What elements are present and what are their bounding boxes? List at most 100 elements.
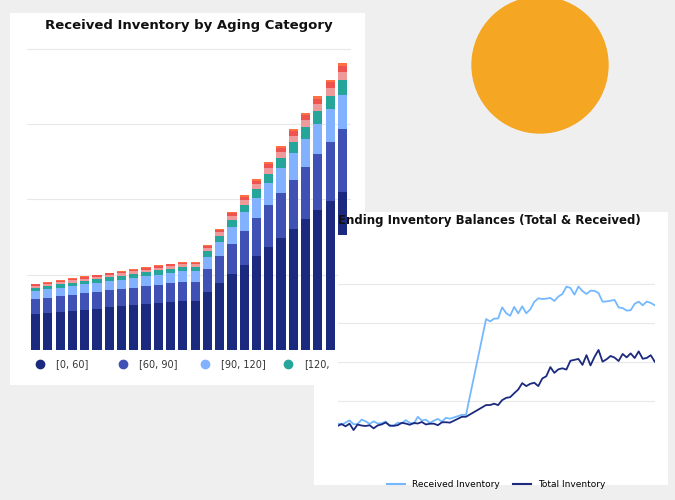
Bar (301, 220, 310, 350)
Bar (190, 302, 200, 350)
Bar (289, 180, 298, 228)
Bar (43, 312, 53, 350)
Bar (252, 180, 261, 184)
Bar (80, 281, 89, 284)
Bar (202, 246, 212, 248)
Bar (277, 168, 286, 192)
Bar (190, 262, 200, 264)
Bar (277, 192, 286, 238)
Bar (166, 302, 176, 350)
Bar (105, 281, 114, 290)
Bar (92, 292, 101, 308)
Bar (55, 280, 65, 281)
Bar (31, 288, 40, 291)
Bar (264, 164, 273, 168)
Bar (129, 274, 138, 278)
Bar (289, 228, 298, 350)
Bar (338, 94, 347, 129)
Bar (227, 216, 236, 220)
Bar (129, 272, 138, 274)
Bar (80, 310, 89, 350)
Bar (313, 98, 323, 103)
Text: ↑: ↑ (541, 278, 557, 296)
Bar (55, 284, 65, 288)
Bar (338, 129, 347, 192)
Bar (68, 280, 77, 282)
Bar (215, 232, 224, 236)
Bar (252, 198, 261, 218)
Bar (142, 276, 151, 286)
Bar (117, 280, 126, 289)
Bar (80, 276, 89, 277)
Bar (129, 269, 138, 270)
Legend: Received Inventory, Total Inventory: Received Inventory, Total Inventory (383, 476, 610, 493)
Bar (105, 272, 114, 274)
Bar (277, 146, 286, 148)
Bar (68, 278, 77, 279)
Bar (55, 282, 65, 284)
Bar (105, 278, 114, 281)
Bar (289, 154, 298, 180)
Bar (202, 256, 212, 269)
Bar (142, 272, 151, 276)
Bar (338, 63, 347, 66)
Bar (31, 314, 40, 350)
Bar (277, 148, 286, 152)
Bar (252, 189, 261, 198)
Bar (227, 227, 236, 244)
Bar (178, 272, 188, 282)
Text: Ending Inventory Balances (Total & Received): Ending Inventory Balances (Total & Recei… (338, 214, 641, 227)
Bar (166, 266, 176, 268)
Bar (129, 270, 138, 272)
Bar (301, 127, 310, 139)
Bar (202, 245, 212, 246)
Bar (202, 269, 212, 292)
Bar (105, 274, 114, 275)
Bar (43, 290, 53, 298)
Bar (154, 285, 163, 304)
Bar (313, 96, 323, 98)
Bar (178, 282, 188, 302)
Bar (277, 158, 286, 168)
Bar (338, 66, 347, 71)
Bar (215, 228, 224, 230)
Bar (31, 284, 40, 286)
Bar (80, 277, 89, 278)
Bar (68, 286, 77, 294)
Bar (289, 136, 298, 142)
Bar (252, 179, 261, 180)
Bar (325, 142, 335, 201)
Bar (202, 252, 212, 256)
Bar (129, 288, 138, 306)
Bar (215, 283, 224, 350)
Bar (117, 289, 126, 306)
Bar (240, 200, 249, 204)
Bar (215, 242, 224, 256)
Bar (105, 290, 114, 308)
Bar (264, 247, 273, 350)
Bar (240, 231, 249, 265)
FancyBboxPatch shape (139, 43, 282, 186)
Bar (117, 274, 126, 276)
Bar (252, 184, 261, 189)
Bar (154, 270, 163, 274)
Bar (190, 264, 200, 267)
Bar (166, 268, 176, 273)
Bar (68, 310, 77, 350)
Bar (129, 306, 138, 350)
Bar (338, 192, 347, 350)
Bar (227, 244, 236, 274)
Text: ↓: ↓ (147, 161, 163, 179)
Bar (31, 291, 40, 299)
Bar (202, 248, 212, 252)
Bar (68, 282, 77, 286)
Circle shape (531, 269, 567, 305)
Bar (142, 267, 151, 268)
Bar (264, 168, 273, 173)
Bar (31, 286, 40, 288)
Bar (215, 230, 224, 232)
Bar (313, 124, 323, 154)
Bar (313, 210, 323, 350)
Bar (92, 279, 101, 283)
Text: [0, 60]: [0, 60] (56, 359, 88, 369)
